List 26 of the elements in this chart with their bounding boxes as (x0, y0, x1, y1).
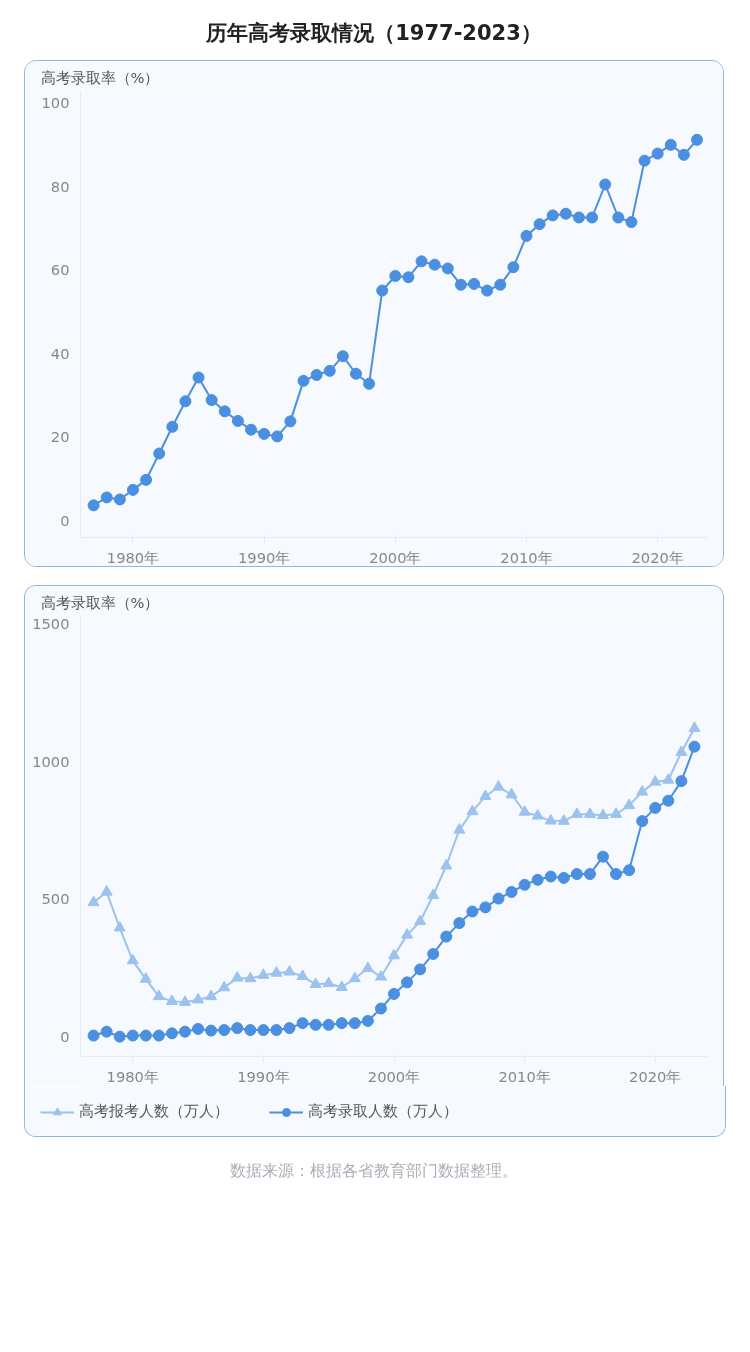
legend-label: 高考报考人数（万人） (79, 1102, 229, 1121)
x-tick-label: 1990年 (237, 548, 291, 566)
y-tick-label: 80 (50, 177, 70, 195)
x-tick-label: 2010年 (498, 1067, 551, 1085)
y-axis-title: 高考录取率（%） (40, 593, 160, 611)
y-tick-label: 0 (60, 1028, 70, 1046)
y-tick-label: 0 (60, 511, 70, 529)
x-tick-label: 2010年 (500, 548, 553, 566)
y-axis-title: 高考录取率（%） (40, 68, 160, 86)
y-tick-label: 500 (41, 890, 70, 908)
x-tick-label: 1990年 (237, 1067, 290, 1085)
y-tick-label: 40 (50, 344, 70, 362)
chart-title: 历年高考录取情况（1977-2023） (206, 20, 542, 47)
y-tick-label: 60 (50, 261, 70, 279)
x-tick-label: 2000年 (369, 548, 422, 566)
x-tick-label: 1980年 (106, 548, 160, 566)
x-tick-label: 2020年 (629, 1067, 682, 1085)
x-tick-label: 2000年 (367, 1067, 421, 1085)
y-tick-label: 1000 (32, 752, 70, 770)
y-tick-label: 1500 (32, 614, 70, 632)
x-tick-label: 1980年 (106, 1067, 159, 1085)
source-note: 数据来源：根据各省教育部门数据整理。 (230, 1160, 518, 1182)
x-tick-label: 2020年 (631, 548, 684, 566)
legend-label: 高考录取人数（万人） (308, 1102, 458, 1121)
y-tick-label: 20 (50, 428, 70, 446)
y-tick-label: 100 (41, 94, 70, 112)
